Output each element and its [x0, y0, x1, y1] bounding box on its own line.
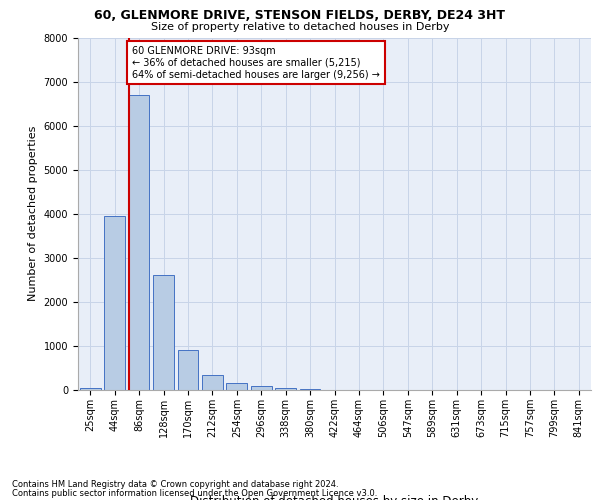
Bar [251, 386, 272, 390]
Bar [275, 388, 296, 390]
Bar [226, 384, 247, 390]
Text: Size of property relative to detached houses in Derby: Size of property relative to detached ho… [151, 22, 449, 32]
Text: Contains HM Land Registry data © Crown copyright and database right 2024.: Contains HM Land Registry data © Crown c… [12, 480, 338, 489]
X-axis label: Distribution of detached houses by size in Derby: Distribution of detached houses by size … [190, 496, 479, 500]
Text: 60, GLENMORE DRIVE, STENSON FIELDS, DERBY, DE24 3HT: 60, GLENMORE DRIVE, STENSON FIELDS, DERB… [95, 9, 505, 22]
Bar [153, 276, 174, 390]
Y-axis label: Number of detached properties: Number of detached properties [28, 126, 38, 302]
Bar [104, 216, 125, 390]
Bar [299, 389, 320, 390]
Text: 60 GLENMORE DRIVE: 93sqm
← 36% of detached houses are smaller (5,215)
64% of sem: 60 GLENMORE DRIVE: 93sqm ← 36% of detach… [133, 46, 380, 80]
Bar [80, 388, 101, 390]
Text: Contains public sector information licensed under the Open Government Licence v3: Contains public sector information licen… [12, 490, 377, 498]
Bar [202, 374, 223, 390]
Bar [128, 95, 149, 390]
Bar [178, 350, 199, 390]
